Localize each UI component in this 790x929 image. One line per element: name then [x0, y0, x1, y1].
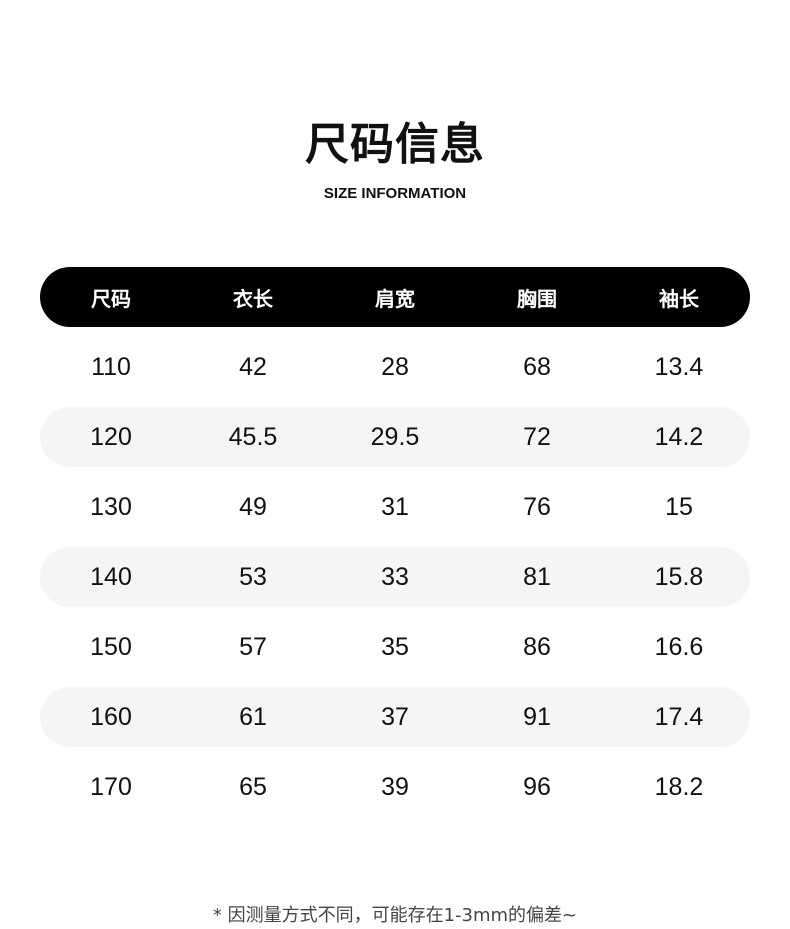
table-row: 130 49 31 76 15 [40, 477, 750, 537]
table-cell: 49 [239, 492, 267, 521]
table-cell: 53 [239, 562, 267, 591]
table-cell: 14.2 [654, 422, 704, 451]
table-cell: 86 [523, 632, 551, 661]
table-cell: 160 [90, 702, 132, 731]
table-row: 110 42 28 68 13.4 [40, 337, 750, 397]
table-cell: 61 [239, 702, 267, 731]
header-cell: 尺码 [91, 286, 131, 311]
table-cell: 150 [90, 632, 132, 661]
table-cell: 39 [381, 772, 409, 801]
table-cell: 15 [665, 492, 693, 521]
table-row: 120 45.5 29.5 72 14.2 [40, 407, 750, 467]
table-cell: 96 [523, 772, 551, 801]
page-subtitle: SIZE INFORMATION [323, 185, 467, 202]
header-cell: 肩宽 [375, 286, 415, 311]
table-cell: 13.4 [654, 352, 704, 381]
table-cell: 31 [381, 492, 409, 521]
table-cell: 110 [91, 352, 131, 381]
table-cell: 81 [523, 562, 551, 591]
table-cell: 18.2 [654, 772, 704, 801]
table-cell: 29.5 [370, 422, 420, 451]
header-cell: 袖长 [659, 286, 699, 311]
page-title: 尺码信息 [305, 119, 485, 170]
table-cell: 45.5 [228, 422, 278, 451]
table-cell: 91 [523, 702, 551, 731]
header-cell: 胸围 [517, 286, 557, 311]
table-cell: 42 [239, 352, 267, 381]
table-cell: 140 [90, 562, 132, 591]
table-cell: 15.8 [654, 562, 704, 591]
table-cell: 76 [523, 492, 551, 521]
table-cell: 37 [381, 702, 409, 731]
table-cell: 28 [381, 352, 409, 381]
table-row: 150 57 35 86 16.6 [40, 617, 750, 677]
footnote: * 因测量方式不同，可能存在1-3mm的偏差~ [212, 905, 578, 926]
table-cell: 170 [90, 772, 132, 801]
table-cell: 57 [239, 632, 267, 661]
table-cell: 130 [90, 492, 132, 521]
table-cell: 35 [381, 632, 409, 661]
header-cell: 衣长 [233, 286, 273, 311]
table-row: 170 65 39 96 18.2 [40, 757, 750, 817]
table-cell: 65 [239, 772, 267, 801]
size-table: 尺码 衣长 肩宽 胸围 袖长 110 42 28 68 13.4 120 45.5 29.5 7… [40, 267, 750, 827]
table-row: 140 53 33 81 15.8 [40, 547, 750, 607]
table-cell: 17.4 [654, 702, 704, 731]
table-cell: 33 [381, 562, 409, 591]
table-header: 尺码 衣长 肩宽 胸围 袖长 [40, 267, 750, 327]
table-row: 160 61 37 91 17.4 [40, 687, 750, 747]
table-cell: 16.6 [654, 632, 704, 661]
table-cell: 72 [523, 422, 551, 451]
table-cell: 120 [90, 422, 132, 451]
table-cell: 68 [523, 352, 551, 381]
